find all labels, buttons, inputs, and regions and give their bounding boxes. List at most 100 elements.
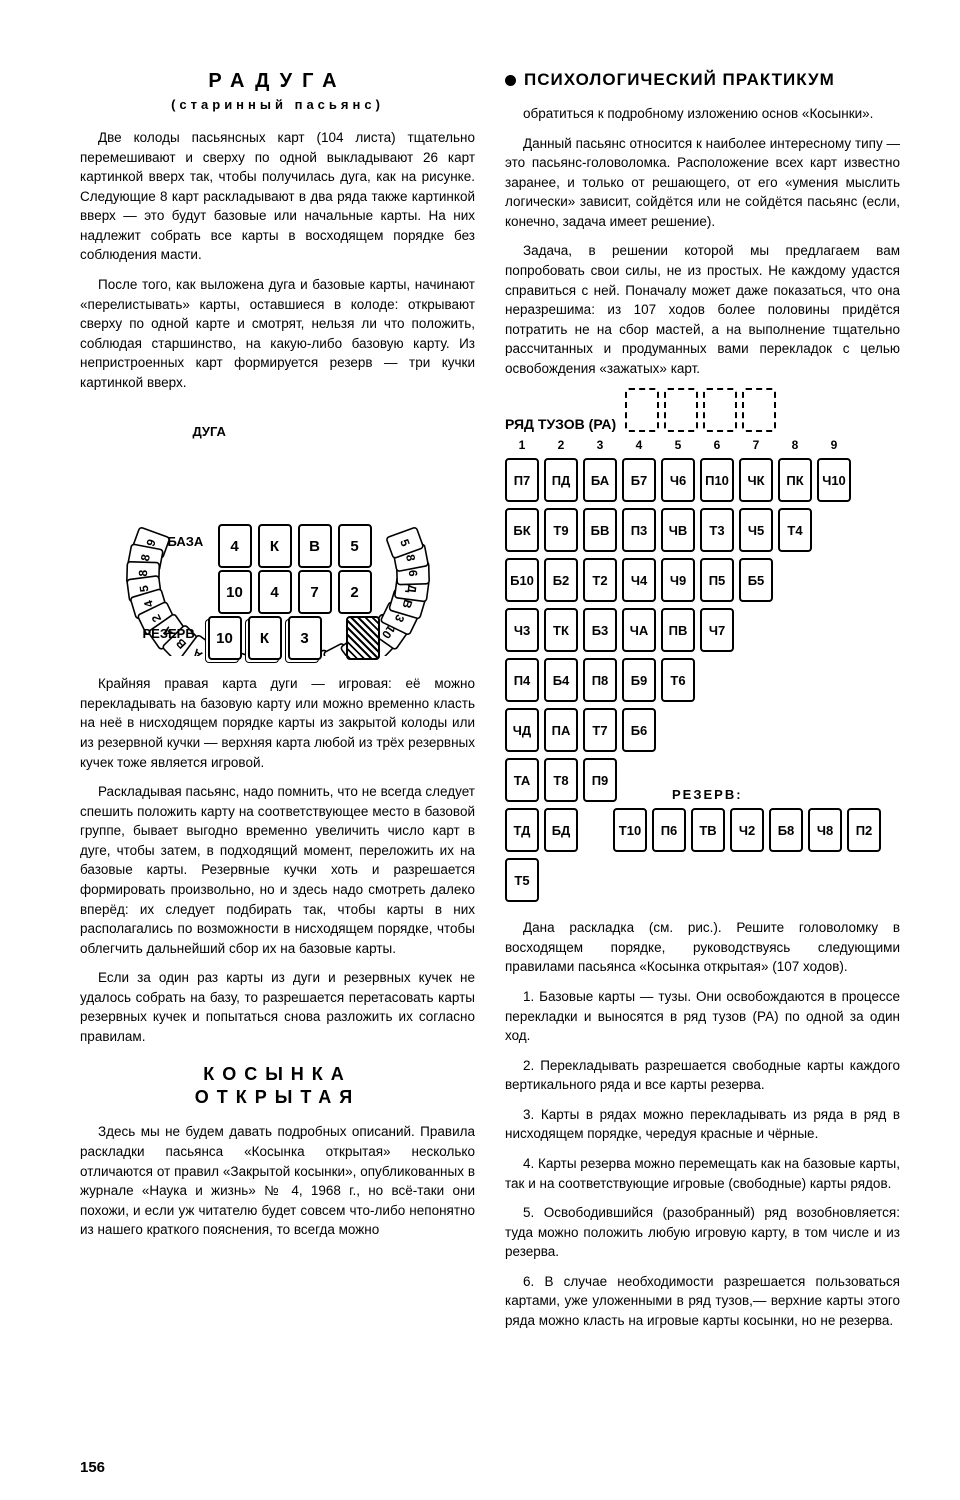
ace-placeholder bbox=[742, 388, 776, 432]
card: Ч9 bbox=[661, 558, 695, 602]
card: Т8 bbox=[544, 758, 578, 802]
ace-placeholder bbox=[625, 388, 659, 432]
para: 1. Базовые карты — тузы. Они освобождают… bbox=[505, 987, 900, 1046]
base-row-1: 4КВ5 bbox=[218, 524, 372, 568]
base-row-2: 10472 bbox=[218, 570, 372, 614]
rubric-heading: ПСИХОЛОГИЧЕСКИЙ ПРАКТИКУМ bbox=[505, 70, 900, 90]
card: ПК bbox=[778, 458, 812, 502]
page: РАДУГА (старинный пасьянс) Две колоды па… bbox=[0, 0, 960, 1500]
card: ТД bbox=[505, 808, 539, 852]
layout-row: Ч3ТКБ3ЧАПВЧ7 bbox=[505, 608, 900, 652]
card: Б4 bbox=[544, 658, 578, 702]
card: Т2 bbox=[583, 558, 617, 602]
card: П3 bbox=[622, 508, 656, 552]
page-number: 156 bbox=[80, 1459, 105, 1476]
title-kosynka: КОСЫНКА bbox=[80, 1064, 475, 1085]
right-column: ПСИХОЛОГИЧЕСКИЙ ПРАКТИКУМ обратиться к п… bbox=[505, 70, 900, 1340]
card: Б9 bbox=[622, 658, 656, 702]
card: К bbox=[258, 524, 292, 568]
card: П9 bbox=[583, 758, 617, 802]
deck-icon bbox=[346, 616, 380, 660]
card: Ч4 bbox=[622, 558, 656, 602]
card: Ч8 bbox=[808, 808, 842, 852]
column-number: 6 bbox=[700, 438, 734, 452]
card: Б8 bbox=[769, 808, 803, 852]
layout-row: П4Б4П8Б9Т6 bbox=[505, 658, 900, 702]
para: 5. Освободившийся (разобранный) ряд возо… bbox=[505, 1203, 900, 1262]
column-number: 4 bbox=[622, 438, 656, 452]
card: Ч6 bbox=[661, 458, 695, 502]
card: 2 bbox=[338, 570, 372, 614]
card: ЧВ bbox=[661, 508, 695, 552]
card: П7 bbox=[505, 458, 539, 502]
card: Ч2 bbox=[730, 808, 764, 852]
column-number: 2 bbox=[544, 438, 578, 452]
card: ЧД bbox=[505, 708, 539, 752]
card: БВ bbox=[583, 508, 617, 552]
card: ТК bbox=[544, 608, 578, 652]
card: 10 bbox=[208, 616, 242, 660]
card: Т4 bbox=[778, 508, 812, 552]
para: 4. Карты резерва можно перемещать как на… bbox=[505, 1154, 900, 1193]
card: ЧА bbox=[622, 608, 656, 652]
card: П2 bbox=[847, 808, 881, 852]
para: 3. Карты в рядах можно перекладывать из … bbox=[505, 1105, 900, 1144]
card: Ч5 bbox=[739, 508, 773, 552]
card: П10 bbox=[700, 458, 734, 502]
label-aces-row: РЯД ТУЗОВ (РА) bbox=[505, 416, 616, 432]
card: ПА bbox=[544, 708, 578, 752]
para: Дана раскладка (см. рис.). Решите голово… bbox=[505, 918, 900, 977]
ace-placeholder bbox=[703, 388, 737, 432]
layout-row: ЧДПАТ7Б6 bbox=[505, 708, 900, 752]
card: ПВ bbox=[661, 608, 695, 652]
card: Т10 bbox=[613, 808, 647, 852]
card: Т9 bbox=[544, 508, 578, 552]
card: К bbox=[248, 616, 282, 660]
card: 4 bbox=[218, 524, 252, 568]
card: БА bbox=[583, 458, 617, 502]
label-base: БАЗА bbox=[168, 534, 204, 549]
card: ТВ bbox=[691, 808, 725, 852]
column-number: 3 bbox=[583, 438, 617, 452]
column-number: 8 bbox=[778, 438, 812, 452]
layout-row: Т5 bbox=[505, 858, 900, 902]
figure-raduga: ДУГА 988542АВА2621099663103ВД685 БАЗА 4К… bbox=[98, 406, 458, 656]
card: Т7 bbox=[583, 708, 617, 752]
para: Раскладывая пасьянс, надо помнить, что н… bbox=[80, 782, 475, 958]
subtitle-kosynka: ОТКРЫТАЯ bbox=[80, 1087, 475, 1108]
label-arc: ДУГА bbox=[193, 424, 226, 439]
card: Б3 bbox=[583, 608, 617, 652]
rubric-text: ПСИХОЛОГИЧЕСКИЙ ПРАКТИКУМ bbox=[524, 70, 835, 90]
card: БК bbox=[505, 508, 539, 552]
left-column: РАДУГА (старинный пасьянс) Две колоды па… bbox=[80, 70, 475, 1340]
svg-text:8: 8 bbox=[135, 570, 149, 577]
para: После того, как выложена дуга и базовые … bbox=[80, 275, 475, 392]
card: БД bbox=[544, 808, 578, 852]
card: П4 bbox=[505, 658, 539, 702]
svg-text:6: 6 bbox=[405, 570, 419, 577]
para: Задача, в решении которой мы предлагаем … bbox=[505, 241, 900, 378]
card: 7 bbox=[298, 570, 332, 614]
two-column-layout: РАДУГА (старинный пасьянс) Две колоды па… bbox=[80, 70, 900, 1340]
card: П5 bbox=[700, 558, 734, 602]
card: Б10 bbox=[505, 558, 539, 602]
card: Т5 bbox=[505, 858, 539, 902]
ace-placeholder bbox=[664, 388, 698, 432]
row-aces: РЯД ТУЗОВ (РА) bbox=[505, 388, 900, 432]
card: ТА bbox=[505, 758, 539, 802]
card: П6 bbox=[652, 808, 686, 852]
card: 3 bbox=[288, 616, 322, 660]
card: Б6 bbox=[622, 708, 656, 752]
subtitle-raduga: (старинный пасьянс) bbox=[80, 97, 475, 112]
para: Здесь мы не будем давать подробных описа… bbox=[80, 1122, 475, 1239]
para: обратиться к подробному изложению основ … bbox=[505, 104, 900, 124]
card: 10 bbox=[218, 570, 252, 614]
card: Т3 bbox=[700, 508, 734, 552]
reserve-row: 10К3 bbox=[208, 616, 380, 660]
para: Две колоды пасьянсных карт (104 листа) т… bbox=[80, 128, 475, 265]
card: Б7 bbox=[622, 458, 656, 502]
column-number: 5 bbox=[661, 438, 695, 452]
layout-row: ТДБД Т10П6ТВЧ2Б8Ч8П2 bbox=[505, 808, 900, 852]
card: ЧК bbox=[739, 458, 773, 502]
card: П8 bbox=[583, 658, 617, 702]
